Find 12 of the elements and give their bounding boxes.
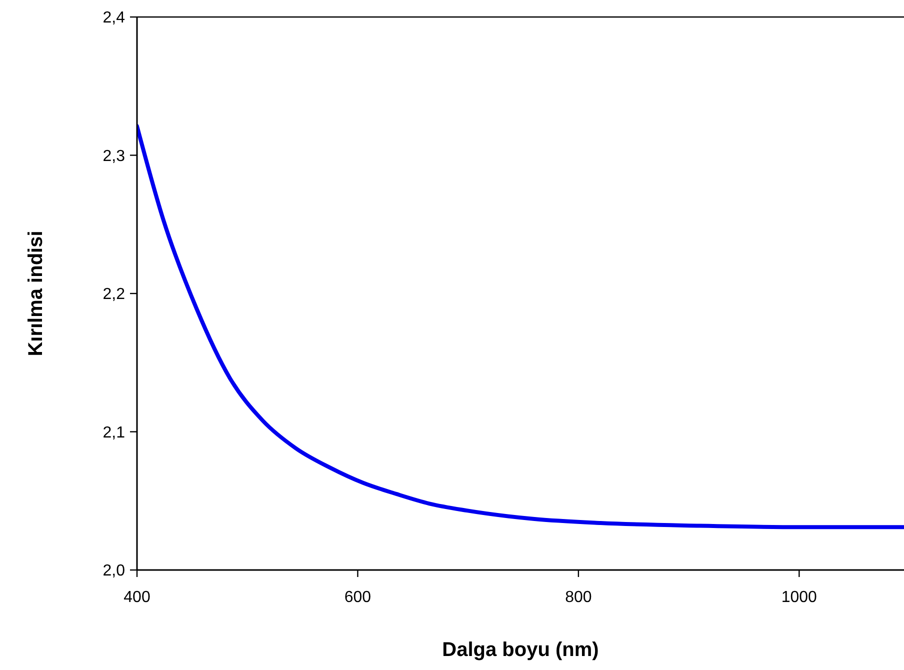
x-tick-label: 1000	[781, 589, 818, 606]
y-tick-label: 2,0	[102, 562, 126, 580]
y-tick-label: 2,2	[102, 286, 126, 304]
x-tick-label: 600	[344, 589, 372, 606]
x-tick-label: 400	[124, 589, 150, 606]
y-tick-label: 2,1	[102, 424, 126, 442]
y-tick-label: 2,3	[102, 148, 126, 165]
x-axis-title: Dalga boyu (nm)	[442, 639, 599, 661]
line-series	[137, 124, 904, 530]
y-axis-title: Kırılma indisi	[25, 230, 47, 356]
y-tick-label: 2,4	[102, 10, 126, 27]
x-tick-label: 800	[565, 589, 592, 606]
